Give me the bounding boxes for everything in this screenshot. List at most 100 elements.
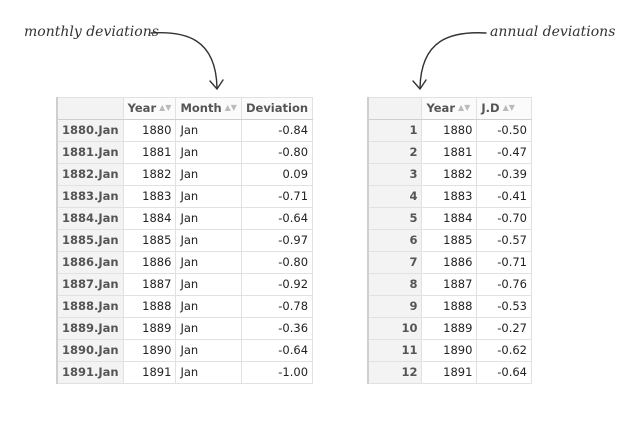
table-row[interactable]: 1 1880 -0.50 bbox=[367, 119, 532, 142]
row-name: 1882.Jan bbox=[55, 163, 124, 186]
year-cell: 1888 bbox=[421, 295, 478, 318]
row-name: 2 bbox=[367, 141, 423, 164]
row-name: 3 bbox=[367, 163, 423, 186]
row-name: 1886.Jan bbox=[55, 251, 124, 274]
deviation-cell: -0.97 bbox=[240, 229, 314, 252]
year-cell: 1891 bbox=[122, 361, 177, 384]
month-cell: Jan bbox=[175, 229, 242, 252]
row-name: 1890.Jan bbox=[55, 339, 124, 362]
jd-cell: -0.62 bbox=[476, 339, 532, 362]
row-name: 11 bbox=[367, 339, 423, 362]
year-cell: 1881 bbox=[122, 141, 177, 164]
deviation-cell: -0.84 bbox=[240, 119, 314, 142]
annual-year-header[interactable]: Year ▲▼ bbox=[421, 97, 478, 120]
table-row[interactable]: 1887.Jan 1887 Jan -0.92 bbox=[55, 273, 314, 296]
row-name: 4 bbox=[367, 185, 423, 208]
year-cell: 1887 bbox=[122, 273, 177, 296]
year-cell: 1889 bbox=[122, 317, 177, 340]
monthly-corner-header bbox=[55, 97, 124, 120]
row-name: 1887.Jan bbox=[55, 273, 124, 296]
month-cell: Jan bbox=[175, 251, 242, 274]
year-cell: 1886 bbox=[122, 251, 177, 274]
sort-arrows-icon: ▲▼ bbox=[224, 102, 237, 112]
table-row[interactable]: 11 1890 -0.62 bbox=[367, 339, 532, 362]
table-row[interactable]: 8 1887 -0.76 bbox=[367, 273, 532, 296]
table-row[interactable]: 1885.Jan 1885 Jan -0.97 bbox=[55, 229, 314, 252]
year-cell: 1888 bbox=[122, 295, 177, 318]
deviation-cell: -0.92 bbox=[240, 273, 314, 296]
monthly-deviations-annotation: monthly deviations bbox=[24, 24, 159, 40]
year-cell: 1880 bbox=[122, 119, 177, 142]
monthly-year-header[interactable]: Year ▲▼ bbox=[122, 97, 177, 120]
row-name: 1884.Jan bbox=[55, 207, 124, 230]
year-cell: 1884 bbox=[421, 207, 478, 230]
deviation-cell: -0.80 bbox=[240, 251, 314, 274]
annual-arrowhead-icon bbox=[412, 79, 427, 91]
row-name: 1880.Jan bbox=[55, 119, 124, 142]
month-cell: Jan bbox=[175, 317, 242, 340]
annual-arrow-icon bbox=[419, 32, 487, 89]
row-name: 1889.Jan bbox=[55, 317, 124, 340]
table-row[interactable]: 9 1888 -0.53 bbox=[367, 295, 532, 318]
monthly-arrow-icon bbox=[150, 32, 218, 89]
year-cell: 1881 bbox=[421, 141, 478, 164]
table-row[interactable]: 1891.Jan 1891 Jan -1.00 bbox=[55, 361, 314, 384]
monthly-year-header-label: Year bbox=[127, 100, 157, 115]
table-row[interactable]: 1888.Jan 1888 Jan -0.78 bbox=[55, 295, 314, 318]
monthly-deviations-table: Year ▲▼ Month ▲▼ Deviation 1880.Jan 1880 Jan… bbox=[55, 97, 314, 384]
row-name: 1883.Jan bbox=[55, 185, 124, 208]
annual-year-header-label: Year bbox=[426, 100, 455, 115]
month-cell: Jan bbox=[175, 185, 242, 208]
table-row[interactable]: 3 1882 -0.39 bbox=[367, 163, 532, 186]
table-row[interactable]: 1881.Jan 1881 Jan -0.80 bbox=[55, 141, 314, 164]
table-row[interactable]: 1883.Jan 1883 Jan -0.71 bbox=[55, 185, 314, 208]
deviation-cell: -0.80 bbox=[240, 141, 314, 164]
table-row[interactable]: 4 1883 -0.41 bbox=[367, 185, 532, 208]
jd-cell: -0.41 bbox=[476, 185, 532, 208]
deviation-cell: 0.09 bbox=[240, 163, 314, 186]
monthly-deviation-header[interactable]: Deviation bbox=[240, 97, 314, 120]
year-cell: 1885 bbox=[421, 229, 478, 252]
monthly-month-header[interactable]: Month ▲▼ bbox=[175, 97, 242, 120]
row-name: 7 bbox=[367, 251, 423, 274]
table-row[interactable]: 1882.Jan 1882 Jan 0.09 bbox=[55, 163, 314, 186]
sort-arrows-icon: ▲▼ bbox=[159, 102, 172, 112]
sort-arrows-icon: ▲▼ bbox=[458, 102, 471, 112]
monthly-arrowhead-icon bbox=[209, 79, 224, 91]
row-name: 1881.Jan bbox=[55, 141, 124, 164]
jd-cell: -0.64 bbox=[476, 361, 532, 384]
table-row[interactable]: 1884.Jan 1884 Jan -0.64 bbox=[55, 207, 314, 230]
deviation-cell: -0.71 bbox=[240, 185, 314, 208]
year-cell: 1882 bbox=[421, 163, 478, 186]
annual-deviations-annotation: annual deviations bbox=[490, 24, 616, 40]
annual-deviations-table: Year ▲▼ J.D ▲▼ 1 1880 -0.50 2 1881 -0.47 3 1882 -0… bbox=[367, 97, 532, 384]
row-name: 9 bbox=[367, 295, 423, 318]
table-row[interactable]: 1890.Jan 1890 Jan -0.64 bbox=[55, 339, 314, 362]
table-row[interactable]: 7 1886 -0.71 bbox=[367, 251, 532, 274]
year-cell: 1882 bbox=[122, 163, 177, 186]
table-row[interactable]: 5 1884 -0.70 bbox=[367, 207, 532, 230]
annual-jd-header[interactable]: J.D ▲▼ bbox=[476, 97, 532, 120]
table-row[interactable]: 12 1891 -0.64 bbox=[367, 361, 532, 384]
table-row[interactable]: 2 1881 -0.47 bbox=[367, 141, 532, 164]
table-row[interactable]: 1880.Jan 1880 Jan -0.84 bbox=[55, 119, 314, 142]
year-cell: 1887 bbox=[421, 273, 478, 296]
table-row[interactable]: 1889.Jan 1889 Jan -0.36 bbox=[55, 317, 314, 340]
deviation-cell: -0.78 bbox=[240, 295, 314, 318]
jd-cell: -0.27 bbox=[476, 317, 532, 340]
row-name: 1888.Jan bbox=[55, 295, 124, 318]
month-cell: Jan bbox=[175, 295, 242, 318]
month-cell: Jan bbox=[175, 119, 242, 142]
row-name: 5 bbox=[367, 207, 423, 230]
table-row[interactable]: 10 1889 -0.27 bbox=[367, 317, 532, 340]
table-row[interactable]: 1886.Jan 1886 Jan -0.80 bbox=[55, 251, 314, 274]
row-name: 12 bbox=[367, 361, 423, 384]
table-row[interactable]: 6 1885 -0.57 bbox=[367, 229, 532, 252]
year-cell: 1883 bbox=[421, 185, 478, 208]
month-cell: Jan bbox=[175, 163, 242, 186]
month-cell: Jan bbox=[175, 339, 242, 362]
row-name: 1891.Jan bbox=[55, 361, 124, 384]
jd-cell: -0.57 bbox=[476, 229, 532, 252]
deviation-cell: -1.00 bbox=[240, 361, 314, 384]
